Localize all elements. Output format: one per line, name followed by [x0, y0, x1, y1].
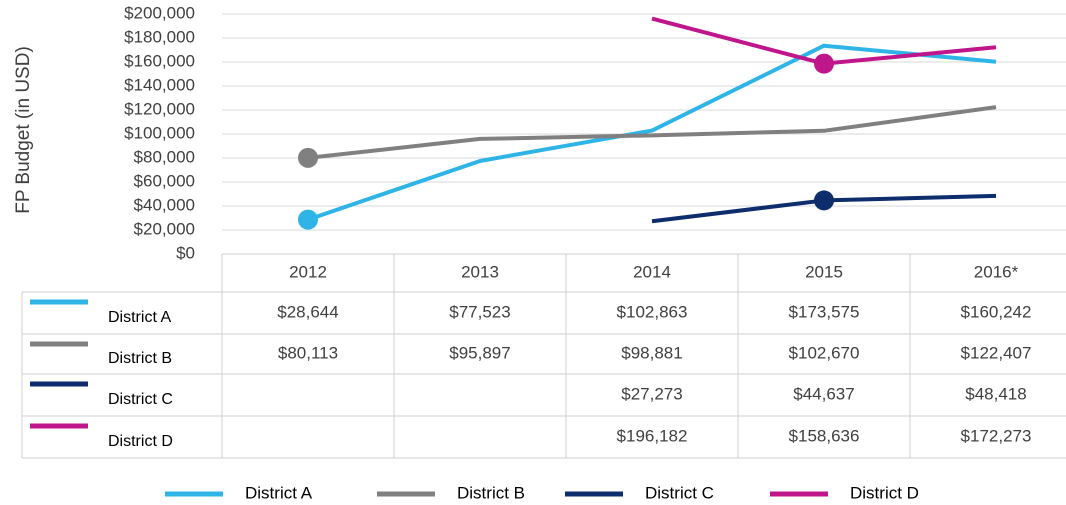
highlight-marker: [814, 53, 834, 74]
table-cell: $77,523: [449, 302, 510, 321]
x-tick-label: 2012: [289, 262, 327, 281]
table-cell: $122,407: [961, 343, 1032, 362]
y-tick-label: $80,000: [134, 147, 195, 166]
table-cell: $28,644: [277, 302, 338, 321]
table-cell: $196,182: [617, 426, 688, 445]
legend-label: District B: [457, 483, 525, 502]
x-tick-label: 2016*: [974, 262, 1019, 281]
y-tick-label: $200,000: [124, 3, 195, 22]
table-cell: $160,242: [961, 302, 1032, 321]
table-cell: $44,637: [793, 384, 854, 403]
table-cell: $173,575: [789, 302, 860, 321]
y-tick-label: $180,000: [124, 27, 195, 46]
y-tick-label: $140,000: [124, 75, 195, 94]
highlight-marker: [814, 190, 834, 211]
x-tick-label: 2013: [461, 262, 499, 281]
highlight-marker: [298, 209, 318, 230]
table-cell: $48,418: [965, 384, 1026, 403]
y-tick-label: $60,000: [134, 171, 195, 190]
y-tick-label: $20,000: [134, 219, 195, 238]
series-line: [307, 105, 997, 160]
series-line: [307, 43, 997, 222]
table-cell: $102,863: [617, 302, 688, 321]
y-tick-label: $160,000: [124, 51, 195, 70]
table-cell: $98,881: [621, 343, 682, 362]
legend-label: District D: [850, 483, 919, 502]
table-cell: $172,273: [961, 426, 1032, 445]
x-tick-label: 2014: [633, 262, 671, 281]
table-series-name: District B: [108, 350, 172, 367]
table-series-name: District A: [108, 309, 171, 326]
y-tick-label: $120,000: [124, 99, 195, 118]
legend-label: District A: [245, 483, 313, 502]
x-tick-label: 2015: [805, 262, 843, 281]
table-cell: $158,636: [789, 426, 860, 445]
y-tick-label: $40,000: [134, 195, 195, 214]
y-tick-label: $100,000: [124, 123, 195, 142]
table-series-name: District D: [108, 433, 173, 450]
table-cell: $80,113: [278, 343, 338, 362]
table-cell: $102,670: [789, 343, 860, 362]
y-axis-label: FP Budget (in USD): [13, 46, 34, 214]
table-cell: $27,273: [621, 384, 682, 403]
legend-label: District C: [645, 483, 714, 502]
highlight-marker: [298, 147, 318, 168]
y-tick-label: $0: [176, 243, 195, 262]
table-cell: $95,897: [449, 343, 510, 362]
table-series-name: District C: [108, 391, 173, 408]
